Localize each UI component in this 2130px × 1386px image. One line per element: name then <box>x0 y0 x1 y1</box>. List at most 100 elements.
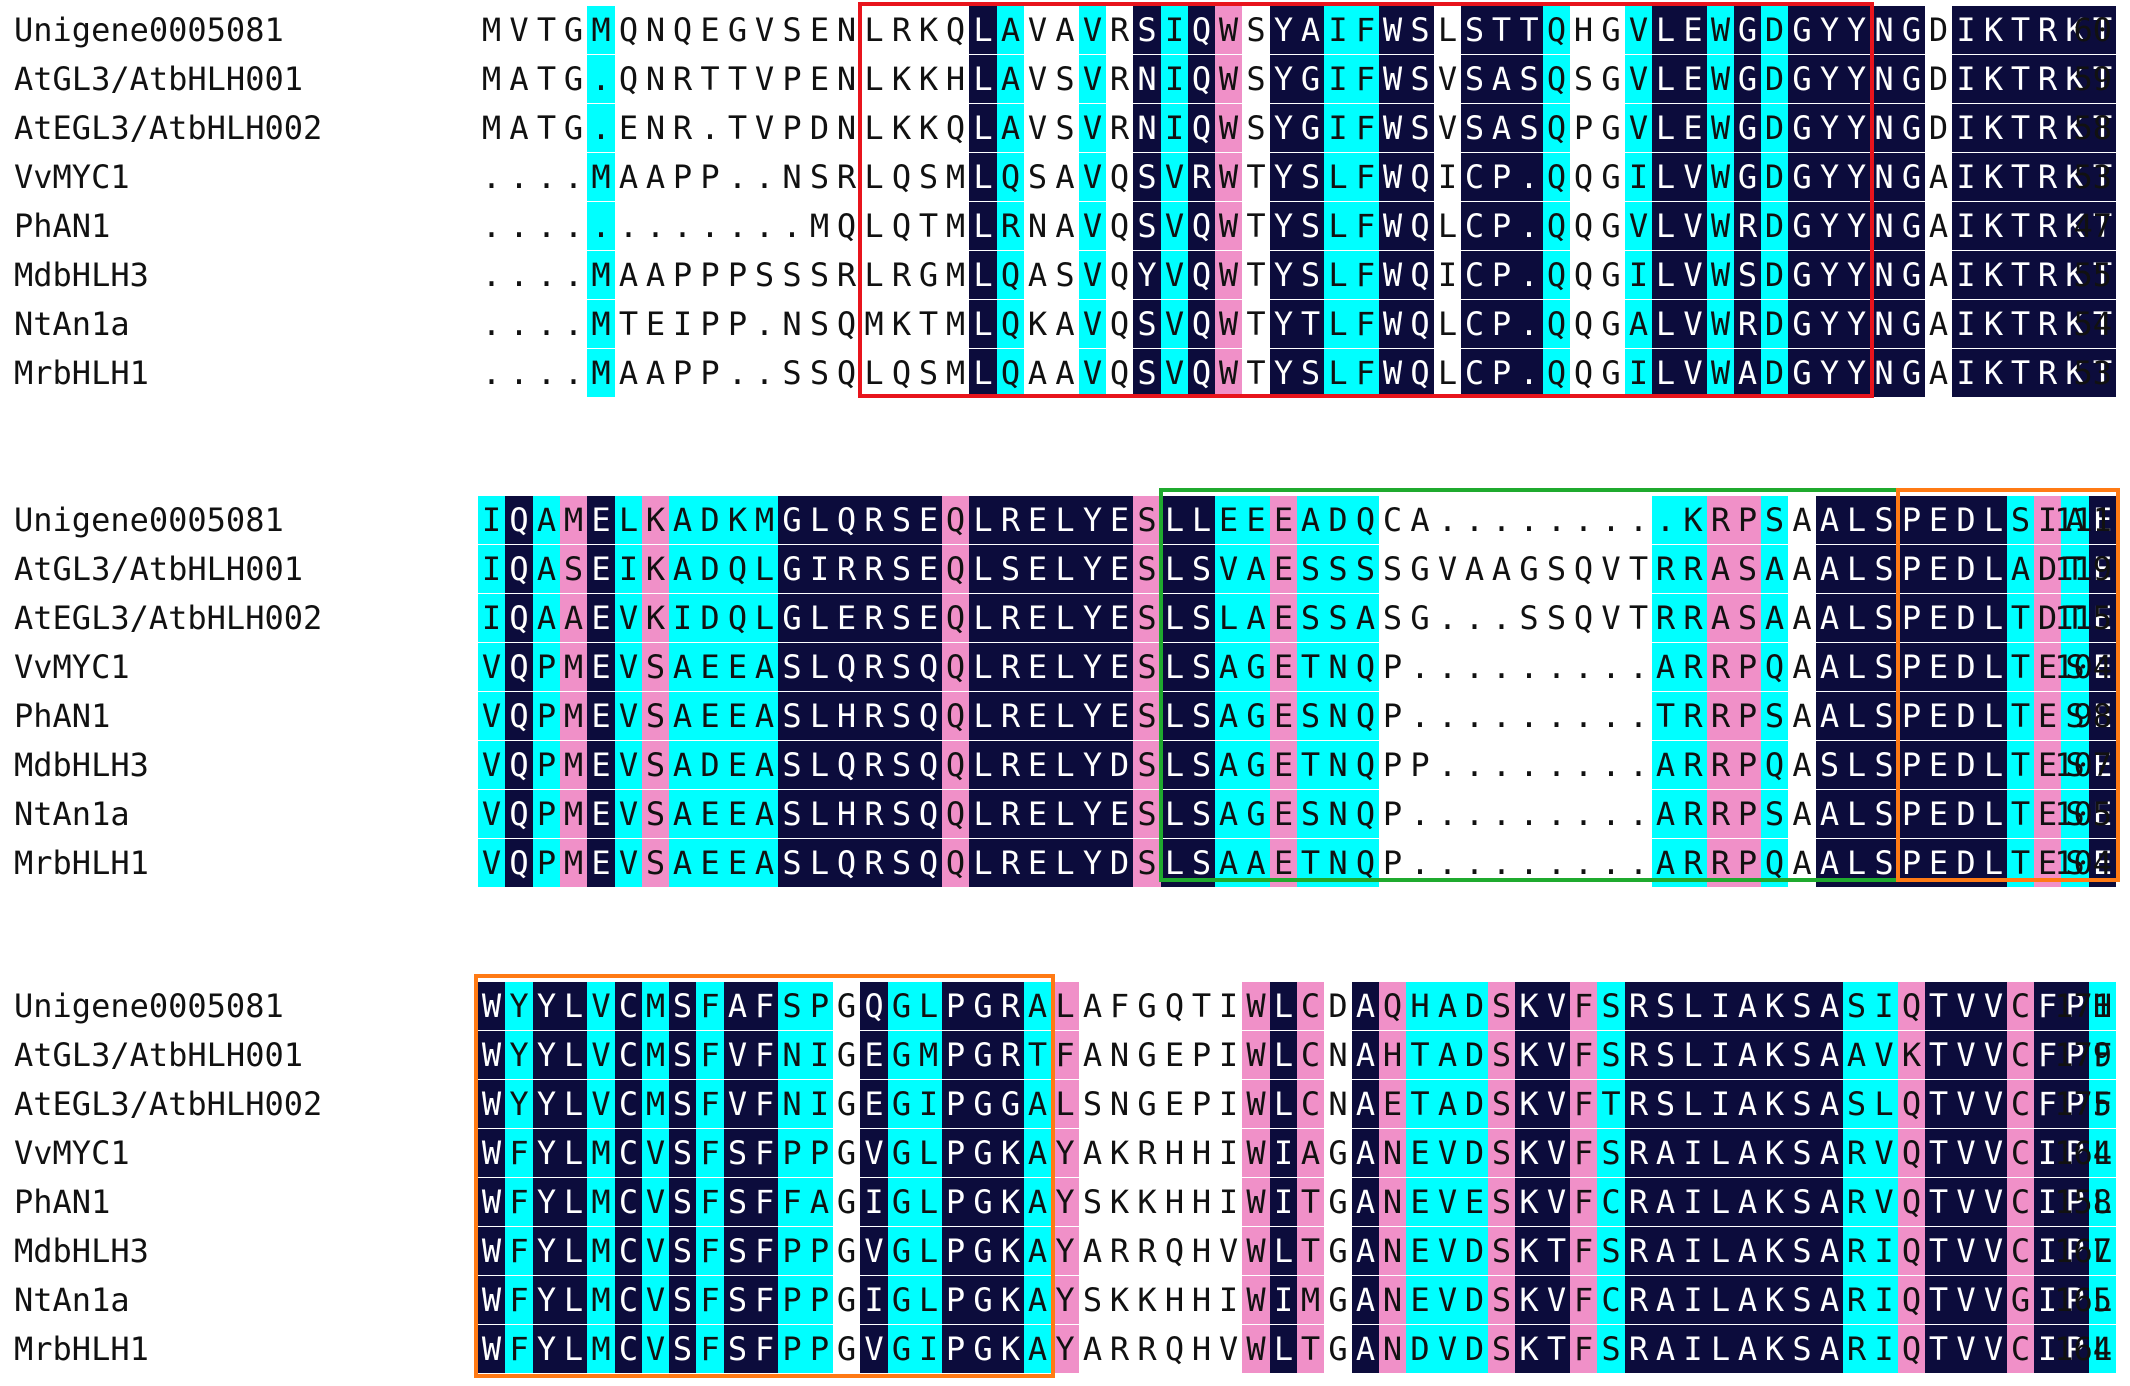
residue-cell: M <box>587 300 615 348</box>
residue-cell: Y <box>533 1080 560 1128</box>
residue-cell: A <box>1082 1232 1103 1270</box>
residue-cell: F <box>1570 1325 1597 1373</box>
residue-cell: R <box>860 643 888 691</box>
residue-cell: F <box>1051 1031 1079 1079</box>
residue-cell: S <box>1324 545 1352 593</box>
sequence-name: NtAn1a <box>14 305 130 343</box>
residue-cell: G <box>1788 202 1816 250</box>
residue-cell: T <box>2089 349 2116 397</box>
residue-cell: A <box>2061 496 2089 544</box>
residue-cell: R <box>833 545 860 593</box>
residue-cell: M <box>1297 1276 1324 1324</box>
residue-cell: Q <box>618 60 639 98</box>
residue-cell: P <box>672 158 693 196</box>
residue-cell: D <box>1761 202 1788 250</box>
residue-cell: R <box>836 158 857 196</box>
residue-cell: Q <box>505 839 533 887</box>
residue-cell: H <box>2089 982 2116 1030</box>
sequence-name: MdbHLH3 <box>14 1232 149 1270</box>
residue-cell: S <box>1488 1080 1515 1128</box>
residue-cell: I <box>1952 300 1980 348</box>
residue-cell: T <box>2061 545 2089 593</box>
residue-cell: I <box>1952 202 1980 250</box>
residue-cell: . <box>1464 599 1485 637</box>
residue-cell: S <box>1297 202 1324 250</box>
residue-cell: S <box>1488 1178 1515 1226</box>
residue-cell: S <box>1788 1178 1816 1226</box>
residue-cell: Y <box>1816 6 1843 54</box>
residue-cell: V <box>1980 1227 2007 1275</box>
residue-cell: P <box>1382 697 1403 735</box>
residue-cell: E <box>1925 790 1952 838</box>
residue-cell: D <box>1761 55 1788 103</box>
alignment-row: MdbHLH3 V Q P M E V S A D E A S L Q R S Q Q L R E L Y D S L S A G E T N Q… <box>0 741 2130 789</box>
residue-cell: Y <box>1051 1325 1079 1373</box>
residue-cell: E <box>809 11 830 49</box>
region-box-orange <box>474 974 1055 1378</box>
residue-cell: Q <box>1164 1232 1185 1270</box>
residue-cell: Y <box>1270 300 1297 348</box>
residue-cell: S <box>1461 55 1488 103</box>
residue-cell: L <box>1051 982 1079 1030</box>
region-box-green <box>1159 488 1900 882</box>
residue-cell: A <box>1434 982 1461 1030</box>
residue-cell: S <box>1734 545 1761 593</box>
residue-cell: R <box>860 594 888 642</box>
residue-cell: . <box>536 256 557 294</box>
residue-cell: Y <box>1843 349 1870 397</box>
residue-cell: W <box>1242 1276 1270 1324</box>
residue-cell: L <box>1652 349 1679 397</box>
residue-cell: A <box>509 109 529 147</box>
residue-cell: D <box>1761 300 1788 348</box>
residue-cell: T <box>1246 305 1266 343</box>
residue-cell: H <box>1191 1330 1212 1368</box>
residue-cell: A <box>1734 1080 1761 1128</box>
residue-cell: S <box>1297 545 1324 593</box>
residue-cell: G <box>1242 741 1270 789</box>
residue-cell: V <box>1679 349 1707 397</box>
residue-cell: . <box>1519 501 1539 539</box>
residue-cell: P <box>1488 300 1515 348</box>
residue-cell: A <box>997 6 1024 54</box>
residue-cell: Q <box>1164 1330 1185 1368</box>
residue-cell: S <box>1788 1325 1816 1373</box>
residue-cell: A <box>1352 1178 1379 1226</box>
residue-cell: Q <box>1352 790 1379 838</box>
residue-cell: G <box>1788 251 1816 299</box>
residue-cell: C <box>1461 202 1488 250</box>
residue-cell: W <box>1707 202 1734 250</box>
residue-cell: A <box>1352 982 1379 1030</box>
residue-cell: T <box>2089 300 2116 348</box>
residue-cell: R <box>1625 1129 1652 1177</box>
residue-cell: S <box>1488 1227 1515 1275</box>
residue-cell: S <box>642 692 669 740</box>
residue-cell: Q <box>1898 1178 1925 1226</box>
residue-cell: S <box>1488 982 1515 1030</box>
residue-cell: F <box>1352 202 1379 250</box>
residue-cell: L <box>806 643 833 691</box>
residue-cell: Y <box>1843 202 1870 250</box>
alignment-row: MrbHLH1.... M A A P P.. S S Q L Q S M L Q A A V Q S V Q W T Y S L F… <box>0 349 2130 397</box>
residue-cell: Q <box>1109 256 1130 294</box>
residue-cell: A <box>1816 594 1843 642</box>
residue-cell: P <box>1734 496 1761 544</box>
residue-cell: I <box>915 1080 942 1128</box>
residue-cell: G <box>1297 55 1324 103</box>
residue-cell: R <box>1707 643 1734 691</box>
residue-cell: V <box>587 1080 615 1128</box>
residue-cell: . <box>1573 746 1594 784</box>
residue-cell: . <box>1437 501 1458 539</box>
residue-cell: Y <box>1270 349 1297 397</box>
sequence-name: AtGL3/AtbHLH001 <box>14 60 303 98</box>
residue-cell: Q <box>1573 599 1594 637</box>
residue-cell: I <box>1324 55 1352 103</box>
residue-cell: . <box>727 207 748 245</box>
residue-cell: I <box>1679 1276 1707 1324</box>
residue-cell: G <box>1601 305 1621 343</box>
residue-cell: D <box>1106 741 1133 789</box>
residue-cell: Q <box>833 643 860 691</box>
residue-cell: V <box>1079 6 1106 54</box>
residue-cell: R <box>1625 1325 1652 1373</box>
residue-cell: Q <box>1188 349 1215 397</box>
residue-cell: A <box>1928 305 1949 343</box>
